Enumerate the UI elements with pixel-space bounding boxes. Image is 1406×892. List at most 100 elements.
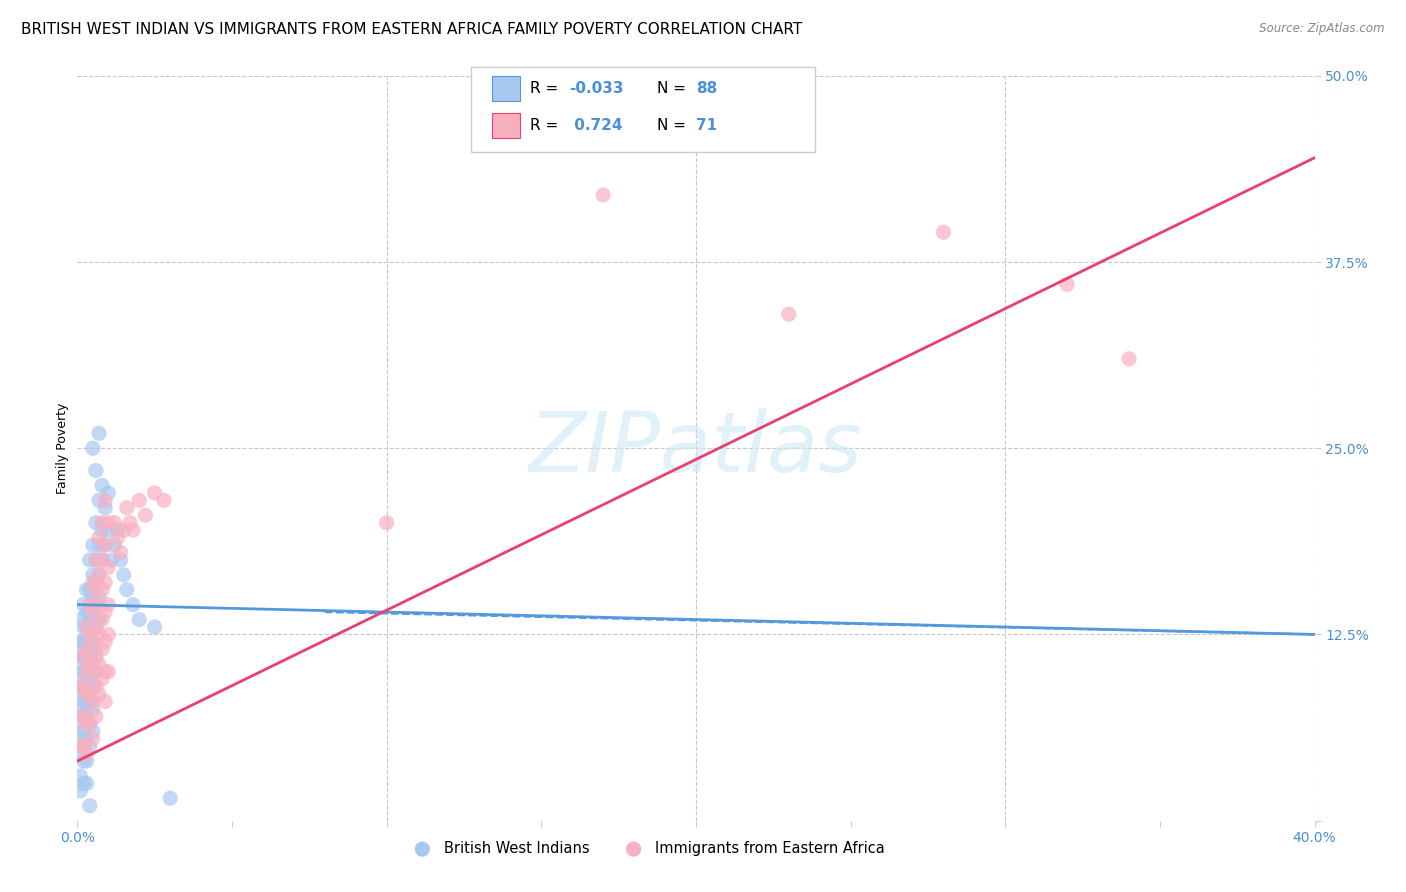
Text: 88: 88 <box>696 81 717 95</box>
Point <box>76 731 98 746</box>
Text: R =: R = <box>530 81 564 95</box>
Point <box>97 598 120 612</box>
Point <box>110 553 132 567</box>
Point <box>76 680 98 694</box>
Point <box>76 642 98 657</box>
Point <box>97 627 120 641</box>
Point <box>84 620 107 634</box>
Point <box>110 545 132 559</box>
Point <box>87 531 110 545</box>
Point <box>91 642 114 657</box>
Point <box>84 709 107 723</box>
Point <box>87 591 110 605</box>
Point <box>76 687 98 701</box>
Point <box>932 225 955 239</box>
Point <box>76 747 98 761</box>
Point <box>97 560 120 574</box>
Point <box>79 605 101 619</box>
Point <box>87 613 110 627</box>
Point <box>82 657 104 672</box>
Point <box>91 553 114 567</box>
Point <box>72 665 94 679</box>
Point <box>82 635 104 649</box>
Point <box>87 426 110 441</box>
Point <box>103 516 125 530</box>
Point <box>76 754 98 768</box>
Point <box>97 486 120 500</box>
Point <box>112 523 135 537</box>
Point <box>115 500 138 515</box>
Point <box>76 694 98 708</box>
Point <box>76 605 98 619</box>
Point <box>84 553 107 567</box>
Point <box>87 493 110 508</box>
Point <box>87 657 110 672</box>
Point <box>69 716 91 731</box>
Point <box>76 709 98 723</box>
Text: BRITISH WEST INDIAN VS IMMIGRANTS FROM EASTERN AFRICA FAMILY POVERTY CORRELATION: BRITISH WEST INDIAN VS IMMIGRANTS FROM E… <box>21 22 803 37</box>
Point <box>72 739 94 753</box>
Point <box>82 442 104 455</box>
Point <box>1056 277 1078 292</box>
Point <box>72 776 94 790</box>
Point <box>69 635 91 649</box>
Point <box>128 493 150 508</box>
Point <box>76 635 98 649</box>
Point <box>72 694 94 708</box>
Text: Source: ZipAtlas.com: Source: ZipAtlas.com <box>1260 22 1385 36</box>
Point <box>69 769 91 783</box>
Point <box>79 598 101 612</box>
Point <box>79 649 101 664</box>
Point <box>84 582 107 597</box>
Point <box>79 687 101 701</box>
Point <box>82 724 104 739</box>
Point <box>82 680 104 694</box>
Text: N =: N = <box>657 119 690 133</box>
Point <box>84 575 107 590</box>
Point <box>72 649 94 664</box>
Point <box>107 531 129 545</box>
Point <box>82 591 104 605</box>
Point <box>82 635 104 649</box>
Point <box>76 716 98 731</box>
Point <box>91 553 114 567</box>
Point <box>72 709 94 723</box>
Point <box>69 731 91 746</box>
Point <box>79 672 101 686</box>
Point <box>69 709 91 723</box>
Point <box>82 605 104 619</box>
Point <box>84 642 107 657</box>
Point <box>97 665 120 679</box>
Point <box>91 523 114 537</box>
Point <box>87 538 110 552</box>
Point <box>72 680 94 694</box>
Point <box>79 798 101 813</box>
Point <box>79 716 101 731</box>
Point <box>76 776 98 790</box>
Point <box>69 702 91 716</box>
Point <box>134 508 156 523</box>
Point <box>72 649 94 664</box>
Text: 0.724: 0.724 <box>569 119 623 133</box>
Text: -0.033: -0.033 <box>569 81 624 95</box>
Point <box>79 553 101 567</box>
Point <box>69 687 91 701</box>
Text: 71: 71 <box>696 119 717 133</box>
Point <box>79 716 101 731</box>
Point <box>91 613 114 627</box>
Point <box>82 665 104 679</box>
Point <box>84 649 107 664</box>
Point <box>76 582 98 597</box>
Y-axis label: Family Poverty: Family Poverty <box>56 402 69 494</box>
Point <box>82 694 104 708</box>
Point <box>375 516 398 530</box>
Point <box>76 665 98 679</box>
Point <box>72 724 94 739</box>
Point <box>69 739 91 753</box>
Point <box>79 627 101 641</box>
Point <box>84 464 107 478</box>
Point <box>76 620 98 634</box>
Point <box>79 657 101 672</box>
Point <box>69 747 91 761</box>
Point <box>91 478 114 492</box>
